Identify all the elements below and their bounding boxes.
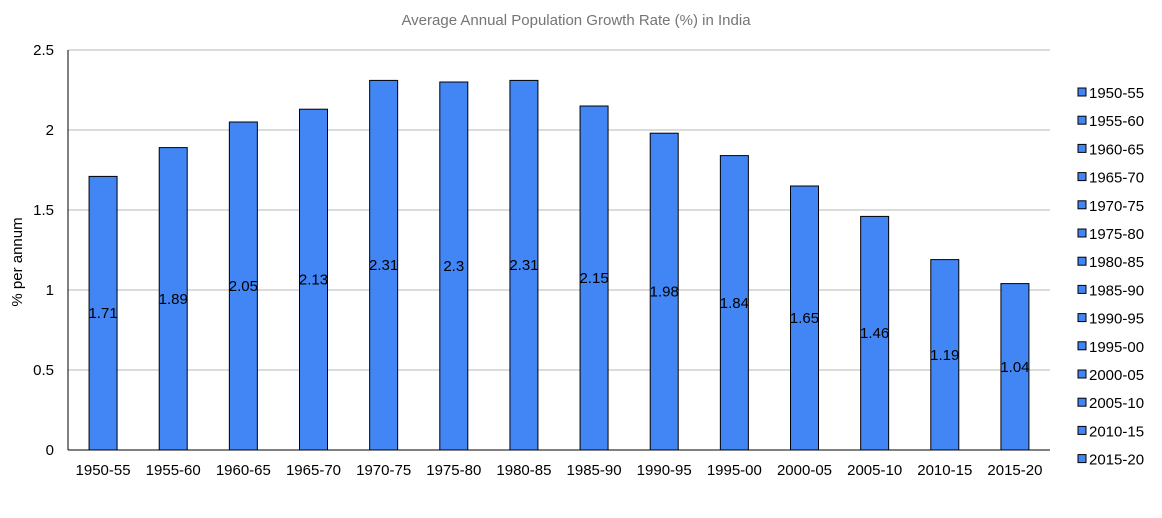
x-tick-label: 2015-20 <box>987 462 1042 479</box>
x-tick-label: 1965-70 <box>286 462 341 479</box>
axes <box>67 50 1050 451</box>
bar <box>369 79 399 451</box>
x-tick-label: 1995-00 <box>707 462 762 479</box>
legend-entry: 1950-55 <box>1089 85 1144 102</box>
x-tick-label: 1985-90 <box>567 462 622 479</box>
x-tick-label: 1960-65 <box>216 462 271 479</box>
legend-entry: 1995-00 <box>1089 339 1144 356</box>
bar <box>719 155 749 451</box>
x-tick-label: 2005-10 <box>847 462 902 479</box>
x-tick-label: 1990-95 <box>637 462 692 479</box>
data-label: 1.84 <box>720 295 749 312</box>
legend-swatch <box>1077 313 1087 323</box>
data-label: 2.15 <box>579 270 608 287</box>
y-tick-label: 2 <box>46 122 54 139</box>
data-label: 2.31 <box>369 257 398 274</box>
bar <box>88 175 118 451</box>
y-tick-label: 0 <box>46 442 54 459</box>
bar <box>228 121 258 451</box>
legend-entry: 1960-65 <box>1089 141 1144 158</box>
data-label: 1.19 <box>930 347 959 364</box>
legend-swatch <box>1077 228 1087 238</box>
data-label: 2.3 <box>443 258 464 275</box>
x-tick-label: 1975-80 <box>426 462 481 479</box>
bar <box>509 79 539 451</box>
legend-entry: 1965-70 <box>1089 170 1144 187</box>
legend-swatch <box>1077 87 1087 97</box>
legend-swatch <box>1077 397 1087 407</box>
bar <box>299 108 328 451</box>
bar <box>860 215 890 451</box>
legend-entry: 2010-15 <box>1089 423 1144 440</box>
legend-swatch <box>1077 341 1087 351</box>
data-label: 1.65 <box>790 310 819 327</box>
y-tick-label: 1 <box>46 282 54 299</box>
data-label: 1.46 <box>860 325 889 342</box>
legend-swatch <box>1077 284 1087 294</box>
y-tick-label: 0.5 <box>33 362 54 379</box>
data-label: 1.04 <box>1000 359 1029 376</box>
data-label: 2.31 <box>509 257 538 274</box>
legend-swatch <box>1077 172 1087 182</box>
legend: 1950-55 1955-60 1960-65 1965-70 1970-75 1975-… <box>1077 85 1144 469</box>
y-axis-label: % per annum <box>9 217 26 306</box>
gridlines <box>68 49 1050 371</box>
y-tick-label: 1.5 <box>33 202 54 219</box>
data-label: 1.71 <box>88 305 117 322</box>
bar <box>790 185 819 451</box>
legend-entry: 1955-60 <box>1089 113 1144 130</box>
legend-entry: 1970-75 <box>1089 198 1144 215</box>
legend-swatch <box>1077 454 1087 464</box>
bar <box>930 259 960 451</box>
legend-swatch <box>1077 256 1087 266</box>
bar <box>649 132 679 451</box>
legend-swatch <box>1077 115 1087 125</box>
legend-entry: 2015-20 <box>1089 452 1144 469</box>
bars <box>88 79 1030 451</box>
legend-entry: 1990-95 <box>1089 311 1144 328</box>
legend-entry: 1980-85 <box>1089 254 1144 271</box>
legend-entry: 2005-10 <box>1089 395 1144 412</box>
x-tick-label: 1970-75 <box>356 462 411 479</box>
x-axis-ticks: 1950-55 1955-60 1960-65 1965-70 1970-75 1975-… <box>76 462 1043 479</box>
x-tick-label: 2010-15 <box>917 462 972 479</box>
x-tick-label: 1955-60 <box>146 462 201 479</box>
data-label: 1.89 <box>159 291 188 308</box>
legend-swatch <box>1077 369 1087 379</box>
x-tick-label: 1950-55 <box>76 462 131 479</box>
legend-entry: 1985-90 <box>1089 282 1144 299</box>
data-labels: 1.71 1.89 2.05 2.13 2.31 2.3 2.31 2.15 1.98 1.84 1… <box>88 257 1029 376</box>
x-tick-label: 1980-85 <box>496 462 551 479</box>
y-tick-label: 2.5 <box>33 42 54 59</box>
x-tick-label: 2000-05 <box>777 462 832 479</box>
data-label: 1.98 <box>650 284 679 301</box>
chart-title: Average Annual Population Growth Rate (%… <box>401 12 751 29</box>
data-label: 2.13 <box>299 272 328 289</box>
bar <box>579 105 609 451</box>
legend-entry: 1975-80 <box>1089 226 1144 243</box>
legend-swatch <box>1077 200 1087 210</box>
data-label: 2.05 <box>229 278 258 295</box>
bar <box>1000 283 1030 451</box>
legend-swatch <box>1077 425 1087 435</box>
bar <box>439 81 469 451</box>
legend-entry: 2000-05 <box>1089 367 1144 384</box>
y-axis-ticks: 0 0.5 1 1.5 2 2.5 <box>33 42 54 459</box>
legend-swatch <box>1077 143 1087 153</box>
